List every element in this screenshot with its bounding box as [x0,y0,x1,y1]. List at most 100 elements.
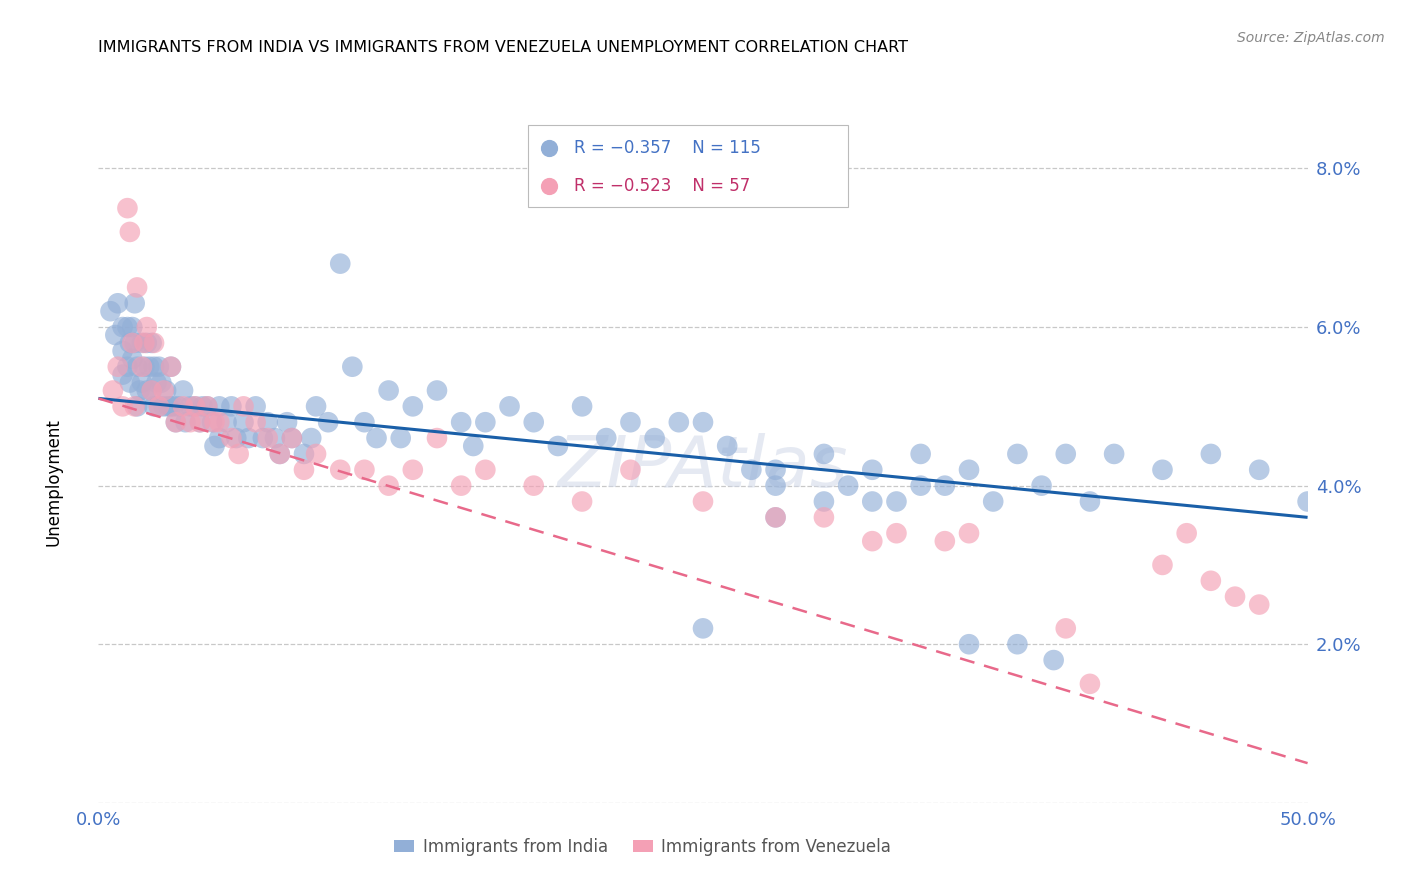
Point [619,415,641,429]
Point [111,400,134,414]
Point [165,415,187,429]
Point [692,415,714,429]
Point [981,494,1004,508]
Point [1042,653,1064,667]
Text: ZIPAtlas: ZIPAtlas [558,433,848,502]
Point [957,637,980,651]
Point [195,400,218,414]
Point [141,335,163,350]
Point [668,415,690,429]
Point [191,400,214,414]
Point [571,494,593,508]
Point [188,415,211,429]
Point [135,384,157,398]
Point [256,431,278,445]
Point [155,384,177,398]
Point [221,431,243,445]
Point [305,447,328,461]
Point [184,400,207,414]
Point [124,400,146,414]
Text: Source: ZipAtlas.com: Source: ZipAtlas.com [1237,31,1385,45]
Point [474,463,496,477]
Point [152,400,174,414]
Point [353,463,375,477]
Point [111,343,134,358]
Point [305,400,328,414]
Point [957,463,980,477]
Point [1152,558,1174,572]
Point [837,478,859,492]
Point [547,439,569,453]
Point [886,526,908,541]
Text: R = −0.357    N = 115: R = −0.357 N = 115 [574,139,761,157]
FancyBboxPatch shape [527,125,848,207]
Point [225,431,247,445]
Point [523,415,546,429]
Point [1078,677,1101,691]
Point [342,359,364,374]
Text: IMMIGRANTS FROM INDIA VS IMMIGRANTS FROM VENEZUELA UNEMPLOYMENT CORRELATION CHAR: IMMIGRANTS FROM INDIA VS IMMIGRANTS FROM… [98,40,908,55]
Point [141,384,163,398]
Point [160,400,183,414]
Point [299,431,322,445]
Point [1199,574,1222,588]
Point [174,415,197,429]
Point [204,439,226,453]
Point [188,415,211,429]
Point [886,494,908,508]
Point [121,351,143,366]
Point [141,384,163,398]
Point [523,478,546,492]
Point [165,415,187,429]
Point [117,201,139,215]
Point [644,431,666,445]
Point [377,478,399,492]
Point [145,376,167,390]
Point [571,400,593,414]
Point [135,320,157,334]
Point [134,335,156,350]
Point [692,621,714,635]
Point [860,494,883,508]
Point [281,431,304,445]
Point [107,296,129,310]
Point [204,415,226,429]
Point [910,447,932,461]
Point [143,335,166,350]
Point [934,534,956,549]
Point [232,400,254,414]
Point [860,534,883,549]
Point [111,320,134,334]
Point [316,415,339,429]
Point [619,463,641,477]
Point [104,328,127,343]
Point [179,415,201,429]
Point [179,400,201,414]
Point [269,447,291,461]
Point [813,510,835,524]
Point [264,431,287,445]
Text: Unemployment: Unemployment [45,417,62,546]
Point [1102,447,1125,461]
Point [124,296,146,310]
Point [910,478,932,492]
Point [150,376,173,390]
Point [450,415,472,429]
Point [957,526,980,541]
Point [426,384,449,398]
Point [143,400,166,414]
Point [1296,494,1319,508]
Point [228,447,250,461]
Point [148,400,170,414]
Point [131,335,153,350]
Point [1078,494,1101,508]
Point [232,415,254,429]
Legend: Immigrants from India, Immigrants from Venezuela: Immigrants from India, Immigrants from V… [388,831,897,863]
Point [765,510,787,524]
Point [201,415,224,429]
Point [402,400,425,414]
Point [389,431,412,445]
Point [252,431,274,445]
Point [135,335,157,350]
Point [172,400,194,414]
